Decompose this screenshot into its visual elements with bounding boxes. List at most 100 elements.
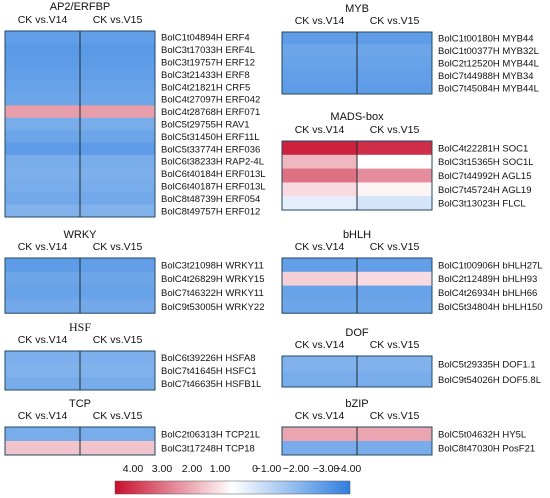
row-label: BolC3t19757H ERF12 [161,58,255,69]
heatmap-cell [80,68,156,81]
heatmap-cell [357,441,433,456]
heatmap-cell [80,130,156,143]
row-label: BolC7t45084H MYB44L [438,83,539,94]
column-label: CK vs.V15 [370,339,420,351]
row-label: BolC1t00180H MYB44 [438,34,534,45]
heatmap-cell [282,427,358,442]
row-label: BolC3t21098H WRKY11 [161,260,264,271]
legend-tick-label: −2.00 [283,463,310,475]
heatmap-cell [80,117,156,131]
heatmap-cell [80,204,156,218]
row-label: BolC8t48739H ERF054 [161,194,260,205]
heatmap-cell [357,182,433,197]
heatmap-cell [282,32,358,45]
heatmap-cell [5,351,81,365]
heatmap-cell [282,271,358,286]
heatmap-cell [80,351,156,365]
heatmap-cell [80,377,156,391]
column-label: CK vs.V15 [370,241,420,253]
heatmap-cell [5,55,81,69]
heatmap-cell [357,81,433,95]
heatmap-cell [5,68,81,81]
column-label: CK vs.V15 [370,124,420,136]
heatmap-cell [5,377,81,391]
row-label: BolC1t00377H MYB32L [438,46,539,57]
legend-tick-label: −3.00 [313,463,340,475]
column-label: CK vs.V14 [295,410,345,422]
row-label: BolC2t12489H bHLH93 [438,274,537,285]
legend-tick-label: 4.00 [123,463,144,475]
heatmap-cell [282,356,358,372]
heatmap-cell [282,168,358,183]
row-label: BolC3t15365H SOC1L [438,157,534,168]
heatmap-cell [282,285,358,300]
row-label: BolC3t17033H ERF4L [161,45,255,56]
heatmap-cell [357,285,433,300]
heatmap-cell [282,44,358,58]
legend-tick-label: 1.00 [210,463,231,475]
heatmap-cell [282,69,358,82]
heatmap-cell [5,271,81,286]
heatmap-cell [80,427,156,442]
heatmap-cell [80,167,156,181]
heatmap-cell [282,141,358,156]
panel-title: bHLH [343,229,371,241]
heatmap-cell [282,299,358,314]
panel-title: WRKY [64,229,98,241]
panel-title: MADS-box [330,111,384,123]
heatmap-cell [357,154,433,169]
row-label: BolC6t40184H ERF013L [161,169,266,180]
column-label: CK vs.V14 [295,124,345,136]
heatmap-cell [5,427,81,442]
row-label: BolC7t44992H AGL15 [438,171,531,182]
heatmap-cell [80,441,156,456]
heatmap-cell [5,80,81,94]
heatmap-cell [357,141,433,156]
heatmap-cell [282,371,358,388]
row-label: BolC6t40187H ERF013L [161,182,266,193]
heatmap-cell [80,364,156,378]
color-legend: 4.00 3.00 2.00 1.00 0−1.00 −2.00 −3.00−4.00 [114,463,361,495]
legend-tick-label: 2.00 [182,463,203,475]
heatmap-cell [5,285,81,300]
panel-title: MYB [345,3,369,15]
heatmap-cell [5,142,81,156]
heatmap-cell [80,258,156,273]
row-label: BolC1t04894H ERF4 [161,33,250,44]
row-label: BolC4t27097H ERF042 [161,95,260,106]
row-label: BolC9t54026H DOF5.8L [438,375,541,386]
heatmap-cell [80,105,156,119]
row-label: BolC3t13023H FLCL [438,199,526,210]
panel-title: DOF [345,327,369,339]
heatmap-cell [357,168,433,183]
panel-title: HSF [69,320,91,334]
row-label: BolC7t46635H HSFB1L [161,379,261,390]
heatmap-cell [282,154,358,169]
row-label: BolC7t44988H MYB34 [438,71,534,82]
heatmap-cell [357,196,433,211]
heatmap-cell [5,441,81,456]
row-label: BolC9t53005H WRKY22 [161,302,265,313]
heatmap-cell [357,356,433,372]
column-label: CK vs.V14 [18,334,68,346]
row-label: BolC8t47030H PosF21 [438,444,535,455]
heatmap-cell [5,299,81,314]
heatmap-cell [80,155,156,168]
heatmap-cell [80,192,156,205]
heatmap-cell [5,31,81,44]
heatmap-cell [80,271,156,286]
heatmap-cell [5,155,81,168]
heatmap-cell [282,196,358,211]
row-label: BolC8t49757H ERF012 [161,206,260,217]
column-label: CK vs.V15 [93,14,143,26]
legend-tick-label: 3.00 [152,463,173,475]
heatmap-cell [5,364,81,378]
heatmap-cell [282,182,358,197]
row-label: BolC2t12520H MYB44L [438,59,539,70]
column-label: CK vs.V15 [93,334,143,346]
